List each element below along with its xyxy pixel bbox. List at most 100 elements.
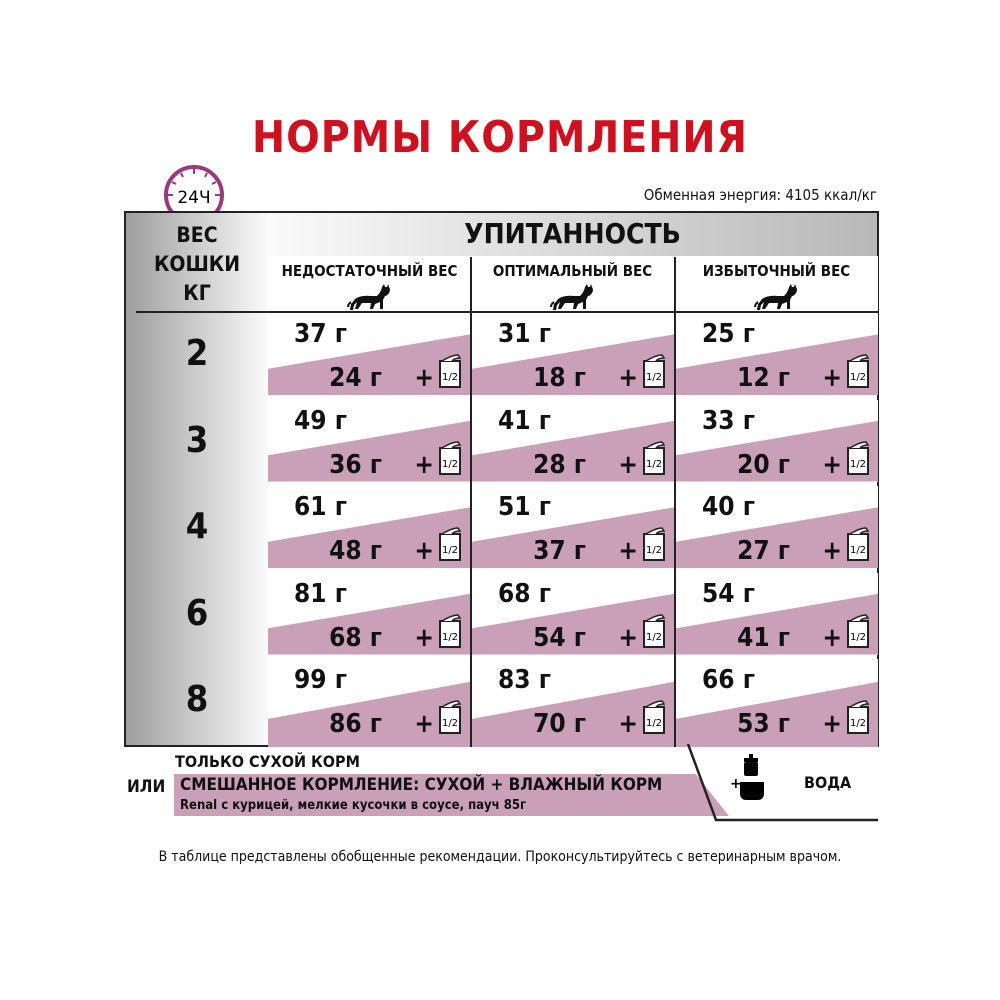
dry-amount: 40 г [702,492,755,522]
feeding-cell: 54 г 41 г +1/2 [676,572,878,655]
svg-text:1/2: 1/2 [646,372,662,383]
weight-column-bg [126,213,268,745]
svg-text:1/2: 1/2 [442,632,458,643]
wet-dry-amount: 24 г [329,363,382,393]
wet-dry-amount: 20 г [737,449,790,480]
weight-header: ВЕС КОШКИ КГ [153,223,241,305]
legend-dry-only: ТОЛЬКО СУХОЙ КОРМ [175,752,360,771]
svg-text:1/2: 1/2 [850,718,866,729]
pouch-icon: 1/2 [847,354,870,388]
svg-text:1/2: 1/2 [646,718,662,729]
feeding-cell: 66 г 53 г +1/2 [676,659,878,747]
pouch-icon: 1/2 [847,613,870,648]
cat-icon [549,284,593,310]
wet-dry-amount: 36 г [329,449,382,480]
pouch-icon: 1/2 [643,613,666,648]
svg-text:1/2: 1/2 [646,545,662,556]
feeding-cell: 33 г 20 г +1/2 [676,399,878,482]
svg-text:+: + [730,776,742,792]
wet-dry-amount: 27 г [737,536,790,566]
clock-label: 24Ч [177,188,210,208]
legend-water: ВОДА [804,773,852,792]
pouch-icon: 1/2 [439,354,462,388]
wet-dry-amount: 54 г [533,622,586,653]
cat-icon [346,284,390,310]
dry-amount: 68 г [498,578,551,609]
water-tap-icon: + [730,754,764,800]
dry-amount: 37 г [294,319,347,349]
pouch-icon: 1/2 [643,700,666,734]
dry-amount: 83 г [498,665,551,695]
feeding-cell: 49 г 36 г +1/2 [268,399,470,482]
legend-mixed-sub: Renal с курицей, мелкие кусочки в соусе,… [180,798,527,813]
feeding-cell: 40 г 27 г +1/2 [676,486,878,568]
column-divider [674,257,676,745]
svg-text:1/2: 1/2 [442,459,458,470]
svg-text:1/2: 1/2 [646,632,662,643]
svg-text:1/2: 1/2 [646,459,662,470]
wet-dry-amount: 53 г [737,709,790,739]
feeding-cell: 37 г 24 г +1/2 [268,313,470,395]
dry-amount: 51 г [498,492,551,522]
wet-dry-amount: 68 г [329,622,382,653]
column-header: ОПТИМАЛЬНЫЙ ВЕС [471,256,674,311]
svg-text:1/2: 1/2 [850,632,866,643]
feeding-cell: 31 г 18 г +1/2 [472,313,674,395]
pouch-icon: 1/2 [643,354,666,388]
feeding-cell: 68 г 54 г +1/2 [472,572,674,655]
dry-amount: 31 г [498,319,551,349]
dry-amount: 99 г [294,665,347,695]
pouch-icon: 1/2 [643,440,666,475]
pouch-icon: 1/2 [847,527,870,561]
legend-or: ИЛИ [127,777,166,797]
condition-band [268,213,877,256]
dry-amount: 54 г [702,578,755,609]
condition-header: УПИТАННОСТЬ [464,217,681,250]
feeding-cell: 51 г 37 г +1/2 [472,486,674,568]
svg-text:1/2: 1/2 [850,545,866,556]
wet-dry-amount: 12 г [737,363,790,393]
dry-amount: 25 г [702,319,755,349]
dry-amount: 41 г [498,405,551,436]
wet-dry-amount: 86 г [329,709,382,739]
pouch-icon: 1/2 [643,527,666,561]
column-header: НЕДОСТАТОЧНЫЙ ВЕС [268,256,471,311]
feeding-cell: 41 г 28 г +1/2 [472,399,674,482]
legend-mixed: СМЕШАННОЕ КОРМЛЕНИЕ: СУХОЙ + ВЛАЖНЫЙ КОР… [180,775,663,795]
svg-text:1/2: 1/2 [442,718,458,729]
dry-amount: 33 г [702,405,755,436]
cat-weight: 2 [185,333,209,374]
wet-dry-amount: 41 г [737,622,790,653]
wet-dry-amount: 28 г [533,449,586,480]
wet-dry-amount: 18 г [533,363,586,393]
legend-mixed-band [174,774,729,816]
dry-amount: 49 г [294,405,347,436]
svg-text:1/2: 1/2 [442,372,458,383]
water-box: + [686,744,878,822]
pouch-icon: 1/2 [847,440,870,475]
svg-text:1/2: 1/2 [850,372,866,383]
pouch-icon: 1/2 [439,527,462,561]
feeding-cell: 61 г 48 г +1/2 [268,486,470,568]
feeding-cell: 25 г 12 г +1/2 [676,313,878,395]
footer-note: В таблице представлены обобщенные рекоме… [158,849,842,865]
wet-dry-amount: 70 г [533,709,586,739]
cat-icon [753,284,797,310]
dry-amount: 61 г [294,492,347,522]
cat-weight: 6 [185,592,209,634]
feeding-table: ВЕС КОШКИ КГ УПИТАННОСТЬ НЕДОСТАТОЧНЫЙ В… [124,211,879,747]
feeding-cell: 81 г 68 г +1/2 [268,572,470,655]
svg-text:1/2: 1/2 [850,459,866,470]
pouch-icon: 1/2 [439,700,462,734]
column-header: ИЗБЫТОЧНЫЙ ВЕС [675,256,878,311]
cat-weight: 8 [185,679,209,720]
dry-amount: 66 г [702,665,755,695]
feeding-cell: 99 г 86 г +1/2 [268,659,470,747]
dry-amount: 81 г [294,578,347,609]
wet-dry-amount: 37 г [533,536,586,566]
cat-weight: 4 [185,506,209,547]
svg-text:1/2: 1/2 [442,545,458,556]
column-divider [470,257,472,745]
pouch-icon: 1/2 [439,613,462,648]
feeding-cell: 83 г 70 г +1/2 [472,659,674,747]
